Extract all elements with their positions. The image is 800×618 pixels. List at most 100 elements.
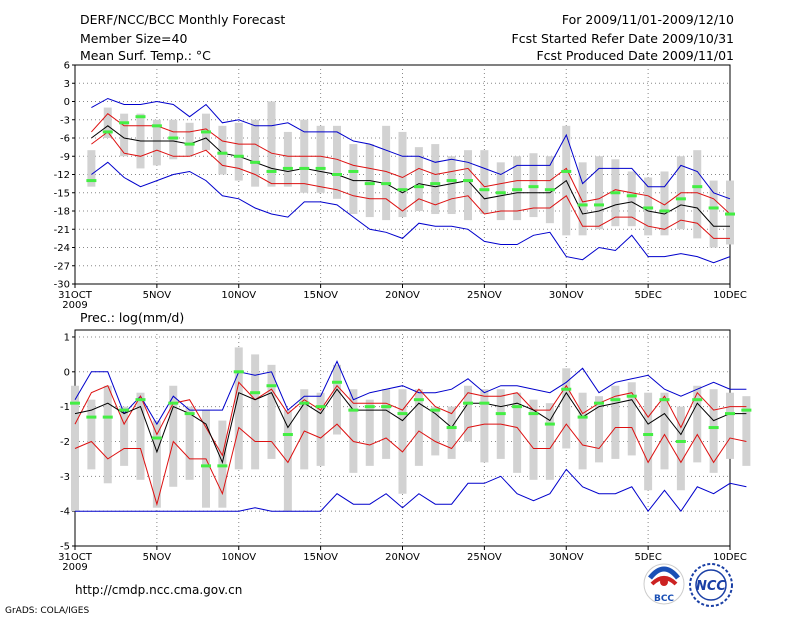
series-line-ensemble-mean	[91, 125, 730, 227]
ensemble-box	[169, 119, 178, 160]
ensemble-box	[283, 410, 292, 512]
ensemble-box	[414, 389, 423, 466]
ensemble-box	[414, 147, 423, 211]
ensemble-box	[136, 392, 145, 480]
observed-marker	[659, 209, 670, 213]
y-tick-label: -15	[54, 188, 70, 199]
observed-marker	[675, 439, 686, 443]
ensemble-box	[496, 162, 505, 221]
ensemble-box	[349, 144, 358, 215]
observed-marker	[266, 169, 277, 173]
ensemble-box	[103, 107, 112, 138]
series-line-spread-lower	[74, 423, 747, 507]
ensemble-box	[431, 406, 440, 456]
y-tick-label: -1	[60, 402, 70, 413]
ncc-logo: NCC	[689, 563, 733, 607]
observed-marker	[233, 370, 244, 374]
ensemble-box	[644, 177, 653, 236]
observed-marker	[495, 191, 506, 195]
ensemble-box	[316, 125, 325, 193]
observed-marker	[233, 154, 244, 158]
ensemble-box	[562, 368, 571, 449]
footer-url[interactable]: http://cmdp.ncc.cma.gov.cn	[75, 583, 242, 597]
observed-marker	[250, 160, 261, 164]
ensemble-box	[251, 354, 260, 470]
x-tick-label: 10NOV	[221, 552, 256, 563]
ensemble-box	[152, 119, 161, 166]
ensemble-box	[87, 150, 96, 187]
observed-marker	[381, 182, 392, 186]
observed-marker	[626, 394, 637, 398]
observed-marker	[659, 398, 670, 402]
ensemble-box	[693, 150, 702, 239]
observed-marker	[364, 182, 375, 186]
observed-marker	[266, 384, 277, 388]
x-tick-label: 5NOV	[143, 290, 172, 301]
observed-marker	[168, 401, 179, 405]
observed-marker	[102, 130, 113, 134]
ensemble-box	[234, 347, 243, 470]
observed-marker	[446, 426, 457, 430]
observed-marker	[151, 436, 162, 440]
x-tick-label: 5DEC	[634, 552, 661, 563]
observed-marker	[299, 401, 310, 405]
ensemble-box	[464, 150, 472, 221]
ensemble-box	[709, 389, 718, 473]
footer-credit: GrADS: COLA/IGES	[5, 606, 89, 616]
ensemble-box	[513, 392, 522, 473]
x-tick-label: 10NOV	[221, 290, 256, 301]
ensemble-box	[218, 125, 227, 175]
observed-marker	[708, 426, 719, 430]
observed-marker	[250, 391, 261, 395]
ensemble-box	[169, 385, 178, 487]
observed-marker	[577, 203, 588, 207]
observed-marker	[479, 188, 490, 192]
observed-marker	[86, 415, 97, 419]
y-tick-label: -5	[60, 542, 70, 553]
y-tick-label: -21	[54, 225, 70, 236]
observed-marker	[528, 412, 539, 416]
observed-marker	[381, 405, 392, 409]
ensemble-box	[447, 156, 456, 215]
observed-marker	[528, 185, 539, 189]
x-tick-label: 30NOV	[549, 552, 584, 563]
observed-marker	[626, 194, 637, 198]
ensemble-box	[382, 125, 391, 221]
observed-marker	[315, 405, 326, 409]
observed-marker	[102, 415, 113, 419]
observed-marker	[282, 433, 293, 437]
observed-marker	[168, 136, 179, 140]
ensemble-box	[742, 396, 751, 466]
y-tick-label: 3	[64, 79, 70, 90]
x-tick-label: 5DEC	[634, 290, 661, 301]
y-tick-label: 6	[64, 61, 70, 72]
ensemble-box	[87, 399, 96, 470]
observed-marker	[184, 142, 195, 146]
x-tick-label: 25NOV	[467, 290, 502, 301]
observed-marker	[201, 130, 211, 134]
ensemble-box	[398, 131, 407, 218]
ensemble-box	[693, 385, 702, 463]
ensemble-box	[152, 420, 161, 508]
observed-marker	[86, 179, 97, 183]
series-line-max	[74, 360, 747, 426]
ensemble-box	[726, 392, 734, 459]
observed-marker	[217, 151, 228, 155]
ensemble-box	[251, 119, 260, 187]
observed-marker	[643, 206, 654, 210]
header-produced-date: Fcst Produced Date 2009/11/01	[536, 48, 734, 63]
y-tick-label: -24	[54, 243, 70, 254]
precip-title: Prec.: log(mm/d)	[80, 310, 184, 325]
observed-marker	[70, 401, 80, 405]
ensemble-box	[316, 392, 325, 466]
header-title: DERF/NCC/BCC Monthly Forecast	[80, 12, 285, 27]
ncc-logo-text: NCC	[696, 579, 726, 594]
observed-marker	[594, 401, 604, 405]
header-variable: Mean Surf. Temp.: °C	[80, 48, 211, 63]
ensemble-box	[578, 162, 587, 236]
observed-marker	[708, 206, 719, 210]
observed-marker	[725, 412, 735, 416]
observed-marker	[135, 115, 146, 119]
